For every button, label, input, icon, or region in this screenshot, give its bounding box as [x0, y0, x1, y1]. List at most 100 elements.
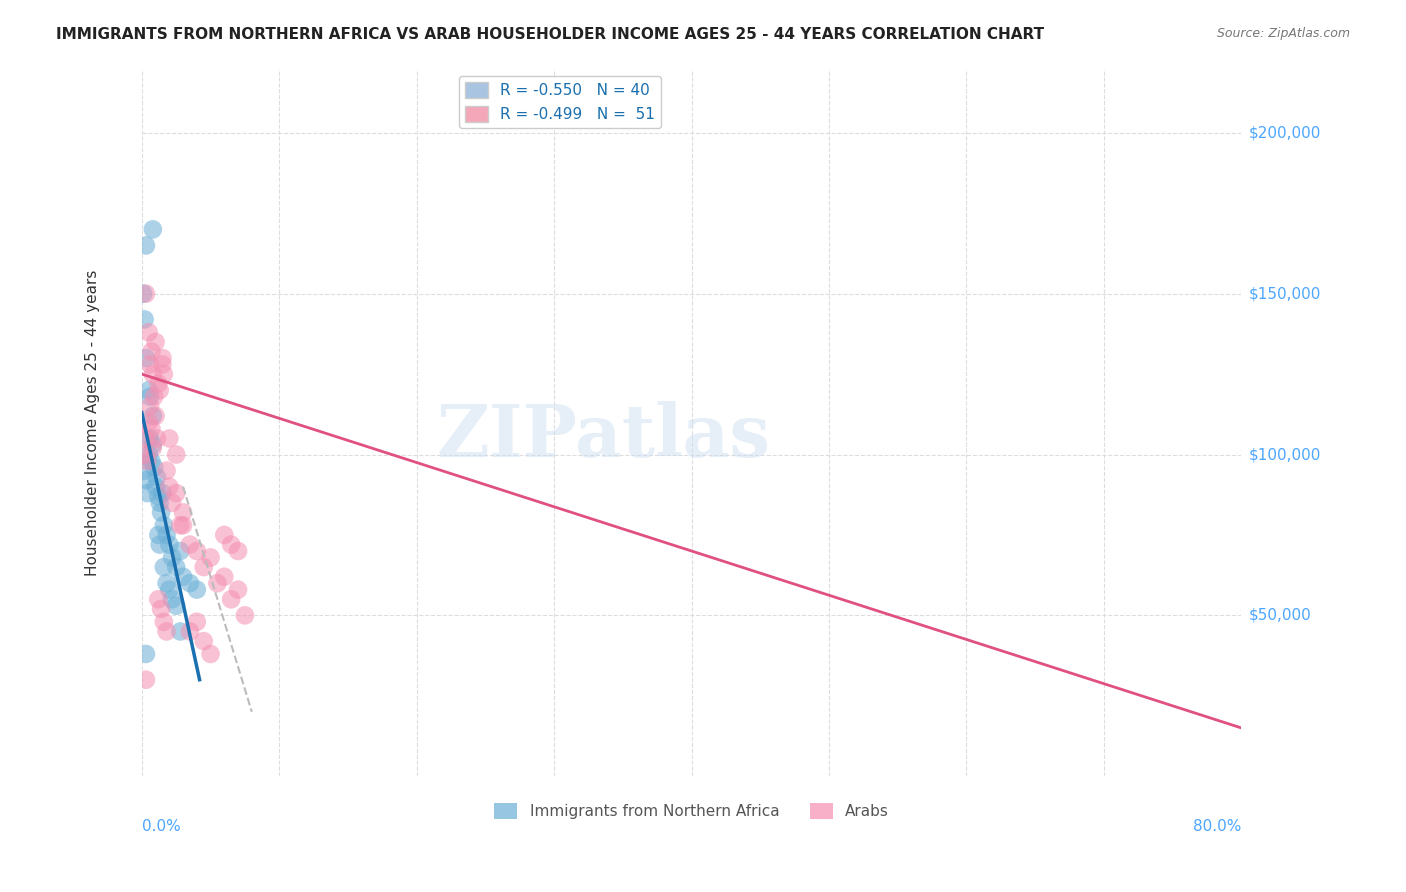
Point — [219, 592, 242, 607]
Point — [139, 399, 162, 413]
Point — [148, 528, 170, 542]
Point — [136, 486, 159, 500]
Point — [138, 326, 160, 340]
Legend: Immigrants from Northern Africa, Arabs: Immigrants from Northern Africa, Arabs — [488, 797, 894, 825]
Point — [172, 505, 194, 519]
Point — [142, 367, 165, 381]
Point — [226, 544, 249, 558]
Point — [157, 432, 180, 446]
Point — [153, 518, 176, 533]
Point — [152, 358, 174, 372]
Point — [155, 528, 177, 542]
Point — [149, 538, 172, 552]
Point — [165, 599, 187, 613]
Point — [200, 550, 222, 565]
Point — [139, 432, 162, 446]
Point — [145, 409, 167, 423]
Point — [157, 582, 180, 597]
Point — [152, 486, 174, 500]
Text: 80.0%: 80.0% — [1194, 819, 1241, 834]
Point — [219, 538, 242, 552]
Point — [134, 448, 156, 462]
Point — [136, 454, 159, 468]
Point — [145, 334, 167, 349]
Point — [169, 624, 191, 639]
Point — [169, 518, 191, 533]
Point — [142, 441, 165, 455]
Point — [152, 351, 174, 365]
Point — [207, 576, 229, 591]
Point — [155, 576, 177, 591]
Point — [149, 496, 172, 510]
Point — [214, 570, 236, 584]
Point — [150, 602, 173, 616]
Text: Householder Income Ages 25 - 44 years: Householder Income Ages 25 - 44 years — [84, 269, 100, 575]
Point — [146, 470, 169, 484]
Point — [153, 615, 176, 629]
Point — [138, 383, 160, 397]
Point — [172, 518, 194, 533]
Point — [179, 576, 201, 591]
Point — [172, 570, 194, 584]
Point — [165, 486, 187, 500]
Point — [142, 409, 165, 423]
Point — [141, 454, 163, 468]
Point — [135, 647, 157, 661]
Point — [165, 448, 187, 462]
Text: $100,000: $100,000 — [1249, 447, 1320, 462]
Point — [150, 505, 173, 519]
Point — [148, 592, 170, 607]
Text: $200,000: $200,000 — [1249, 126, 1320, 140]
Point — [226, 582, 249, 597]
Point — [141, 344, 163, 359]
Text: $150,000: $150,000 — [1249, 286, 1320, 301]
Point — [135, 351, 157, 365]
Point — [135, 673, 157, 687]
Point — [143, 390, 166, 404]
Point — [138, 415, 160, 429]
Point — [142, 222, 165, 236]
Point — [179, 538, 201, 552]
Point — [200, 647, 222, 661]
Point — [134, 464, 156, 478]
Point — [193, 634, 215, 648]
Point — [186, 582, 208, 597]
Point — [179, 624, 201, 639]
Point — [135, 473, 157, 487]
Point — [135, 432, 157, 446]
Point — [148, 376, 170, 391]
Point — [214, 528, 236, 542]
Point — [135, 286, 157, 301]
Point — [139, 390, 162, 404]
Point — [142, 438, 165, 452]
Point — [155, 464, 177, 478]
Point — [145, 480, 167, 494]
Point — [186, 544, 208, 558]
Text: 0.0%: 0.0% — [142, 819, 180, 834]
Point — [138, 448, 160, 462]
Point — [143, 460, 166, 475]
Point — [132, 286, 155, 301]
Point — [153, 367, 176, 381]
Point — [149, 383, 172, 397]
Point — [157, 538, 180, 552]
Point — [160, 550, 183, 565]
Point — [160, 496, 183, 510]
Point — [148, 489, 170, 503]
Point — [169, 544, 191, 558]
Text: IMMIGRANTS FROM NORTHERN AFRICA VS ARAB HOUSEHOLDER INCOME AGES 25 - 44 YEARS CO: IMMIGRANTS FROM NORTHERN AFRICA VS ARAB … — [56, 27, 1045, 42]
Point — [186, 615, 208, 629]
Point — [160, 592, 183, 607]
Point — [165, 560, 187, 574]
Text: Source: ZipAtlas.com: Source: ZipAtlas.com — [1216, 27, 1350, 40]
Point — [157, 480, 180, 494]
Point — [141, 422, 163, 436]
Point — [153, 560, 176, 574]
Text: ZIPatlas: ZIPatlas — [437, 401, 770, 472]
Point — [193, 560, 215, 574]
Point — [135, 238, 157, 252]
Point — [146, 432, 169, 446]
Point — [134, 312, 156, 326]
Text: $50,000: $50,000 — [1249, 607, 1310, 623]
Point — [233, 608, 256, 623]
